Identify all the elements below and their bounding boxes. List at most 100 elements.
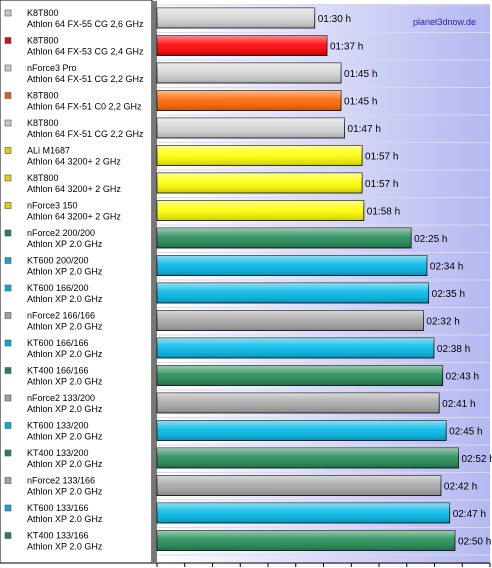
cpu-label: Athlon 64 3200+ 2 GHz: [27, 184, 121, 194]
bar-highlight: [157, 8, 315, 28]
value-label: 01:57 h: [365, 179, 398, 190]
chipset-label: KT600 166/166: [27, 338, 89, 348]
chipset-label: KT400 133/166: [27, 531, 89, 541]
value-label: 01:45 h: [344, 97, 377, 108]
chipset-label: ALi M1687: [27, 146, 70, 156]
legend-swatch: [4, 257, 12, 264]
cpu-label: Athlon XP 2.0 GHz: [27, 267, 103, 277]
legend-swatch: [4, 174, 12, 182]
chipset-label: KT600 133/200: [27, 421, 89, 431]
legend-swatch: [4, 284, 12, 292]
chipset-label: K8T800: [27, 173, 59, 183]
bar-highlight: [157, 448, 459, 468]
bar-highlight: [157, 63, 342, 83]
cpu-label: Athlon XP 2.0 GHz: [27, 322, 103, 332]
chipset-label: nForce2 133/200: [27, 393, 95, 403]
legend-swatch: [4, 532, 12, 539]
cpu-label: Athlon XP 2.0 GHz: [27, 514, 103, 524]
legend-swatch: [4, 229, 12, 237]
legend-swatch: [4, 202, 12, 209]
bar-highlight: [157, 228, 412, 248]
bar-highlight: [157, 503, 450, 523]
chipset-label: nForce2 200/200: [27, 228, 95, 238]
bar-highlight: [157, 365, 443, 386]
value-label: 02:38 h: [437, 344, 470, 355]
legend-swatch: [4, 119, 12, 127]
value-label: 01:30 h: [318, 14, 351, 25]
cpu-label: Athlon XP 2.0 GHz: [27, 542, 103, 552]
value-label: 01:47 h: [348, 124, 381, 135]
cpu-label: Athlon XP 2.0 GHz: [27, 404, 103, 414]
chipset-label: KT400 166/166: [27, 366, 89, 376]
cpu-label: Athlon 64 3200+ 2 GHz: [27, 212, 121, 222]
value-label: 01:45 h: [344, 69, 377, 80]
cpu-label: Athlon 64 3200+ 2 GHz: [27, 157, 121, 167]
bar-highlight: [157, 145, 363, 166]
value-label: 02:45 h: [449, 427, 482, 438]
value-label: 02:34 h: [430, 262, 463, 273]
legend-panel-shadow: [152, 1, 157, 564]
chipset-label: nForce2 166/166: [27, 311, 95, 321]
chipset-label: K8T800: [27, 91, 59, 101]
chipset-label: nForce3 Pro: [27, 63, 77, 73]
gridlines: [156, 4, 491, 567]
chipset-label: K8T800: [27, 36, 59, 46]
chipset-label: K8T800: [27, 8, 59, 18]
chipset-label: KT600 166/200: [27, 283, 89, 293]
bar-highlight: [157, 200, 364, 221]
legend-swatch: [4, 37, 12, 44]
cpu-label: Athlon 64 FX-55 CG 2,6 GHz: [27, 19, 144, 29]
bar-highlight: [157, 530, 455, 551]
value-label: 02:52 h: [461, 454, 492, 465]
legend-swatch: [4, 312, 12, 319]
cpu-label: Athlon XP 2.0 GHz: [27, 487, 103, 497]
watermark: planet3dnow.de: [413, 17, 476, 27]
legend-swatch: [4, 367, 12, 374]
value-label: 02:25 h: [414, 234, 447, 245]
chipset-label: KT600 133/166: [27, 503, 89, 513]
value-label: 02:42 h: [444, 482, 477, 493]
chipset-label: KT400 133/200: [27, 448, 89, 458]
cpu-label: Athlon 64 FX-51 C0 2,2 GHz: [27, 102, 142, 112]
bar-highlight: [157, 35, 328, 56]
cpu-label: Athlon XP 2.0 GHz: [27, 459, 103, 469]
legend-swatch: [4, 92, 12, 99]
legend-swatch: [4, 394, 12, 402]
value-label: 02:32 h: [426, 317, 459, 328]
bar-highlight: [157, 118, 345, 138]
cpu-label: Athlon XP 2.0 GHz: [27, 294, 103, 304]
value-label: 02:47 h: [453, 509, 486, 520]
legend-swatch: [4, 449, 12, 457]
cpu-label: Athlon XP 2.0 GHz: [27, 349, 103, 359]
cpu-label: Athlon XP 2.0 GHz: [27, 239, 103, 249]
bar-highlight: [157, 310, 424, 331]
bar-highlight: [157, 420, 447, 441]
cpu-label: Athlon XP 2.0 GHz: [27, 432, 103, 442]
legend-swatch: [4, 339, 12, 347]
legend-swatch: [4, 9, 12, 17]
legend-swatch: [4, 477, 12, 484]
chipset-label: nForce2 133/166: [27, 476, 95, 486]
value-label: 02:35 h: [432, 289, 465, 300]
legend-swatch: [4, 422, 12, 429]
bar-highlight: [157, 90, 342, 111]
chipset-label: K8T800: [27, 118, 59, 128]
